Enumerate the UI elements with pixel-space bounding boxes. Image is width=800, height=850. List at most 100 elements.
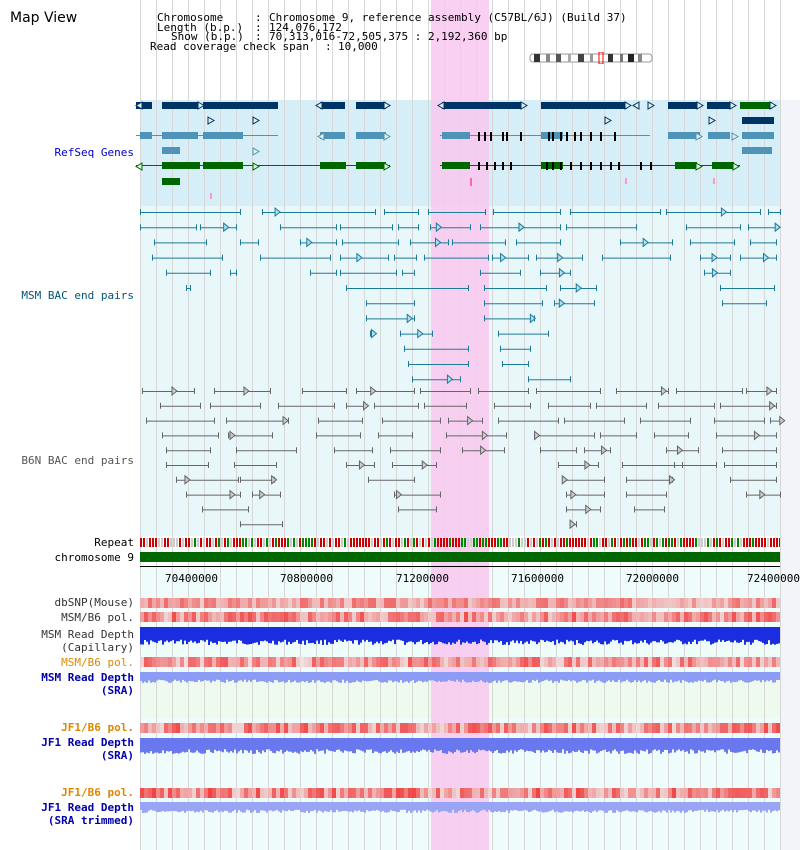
jf1-pol2-cell	[720, 788, 724, 798]
msm-capillary-depth	[386, 627, 388, 643]
jf1-trim-depth	[496, 802, 498, 812]
jf1-sra-depth	[498, 738, 500, 753]
repeat-mark	[374, 538, 376, 547]
jf1-sra-depth	[406, 738, 408, 752]
msm-capillary-depth	[266, 627, 268, 642]
repeat-mark	[461, 538, 463, 547]
repeat-mark	[590, 538, 592, 547]
msm-capillary-depth	[328, 627, 330, 643]
msm-sra-depth	[144, 672, 146, 682]
repeat-mark	[407, 538, 409, 547]
msm-sra-depth	[376, 672, 378, 680]
msm-pol-cell	[424, 612, 428, 622]
jf1-trim-depth	[406, 802, 408, 813]
jf1-trim-depth	[190, 802, 192, 812]
highlight-region[interactable]	[431, 0, 489, 850]
msm-sra-depth	[702, 672, 704, 682]
msm-pol2-cell	[684, 657, 688, 667]
jf1-trim-depth	[318, 802, 320, 811]
jf1-trim-depth	[466, 802, 468, 812]
msm-sra-depth	[748, 672, 750, 683]
jf1-sra-depth	[144, 738, 146, 754]
jf1-sra-depth	[714, 738, 716, 753]
msm-capillary-depth	[580, 627, 582, 644]
jf1-trim-depth	[772, 802, 774, 812]
jf1-pol-cell	[564, 723, 568, 733]
jf1-trim-depth	[572, 802, 574, 813]
jf1-sra-depth	[206, 738, 208, 750]
dbsnp-cell	[708, 598, 712, 608]
msm-sra-depth	[296, 672, 298, 683]
msm-pol2-cell	[312, 657, 316, 667]
dbsnp-cell	[324, 598, 328, 608]
msm-pol2-cell	[140, 657, 144, 667]
msm-capillary-depth	[654, 627, 656, 642]
msm-pol-cell	[620, 612, 624, 622]
msm-pol-cell	[744, 612, 748, 622]
jf1-sra-depth	[628, 738, 630, 753]
msm-sra-depth	[190, 672, 192, 682]
msm-pol-cell	[680, 612, 684, 622]
jf1-sra-depth	[272, 738, 274, 753]
msm-sra-depth	[194, 672, 196, 683]
msm-pol-cell	[372, 612, 376, 622]
msm-capillary-depth	[742, 627, 744, 640]
msm-sra-depth	[598, 672, 600, 681]
jf1-trim-depth	[346, 802, 348, 812]
gene-exon	[203, 162, 243, 169]
repeat-mark	[554, 538, 556, 547]
dbsnp-cell	[728, 598, 732, 608]
track-label-refseq[interactable]: RefSeq Genes	[54, 146, 134, 159]
jf1-pol2-cell	[584, 788, 588, 798]
strand-arrow	[437, 101, 445, 110]
track-label-b6n-bac[interactable]: B6N BAC end pairs	[21, 454, 134, 467]
jf1-trim-depth	[410, 802, 412, 813]
jf1-pol2-cell	[392, 788, 396, 798]
msm-capillary-depth	[600, 627, 602, 645]
repeat-mark	[413, 538, 415, 547]
jf1-sra-depth	[228, 738, 230, 753]
dbsnp-cell	[576, 598, 580, 608]
dbsnp-cell	[608, 598, 612, 608]
msm-capillary-depth	[520, 627, 522, 641]
jf1-trim-depth	[214, 802, 216, 812]
jf1-trim-depth	[498, 802, 500, 812]
dbsnp-cell	[720, 598, 724, 608]
jf1-trim-depth	[458, 802, 460, 811]
strand-arrow	[520, 101, 528, 110]
gene-exon	[708, 132, 730, 139]
jf1-sra-depth	[590, 738, 592, 750]
msm-sra-depth	[740, 672, 742, 681]
msm-pol2-cell	[524, 657, 528, 667]
msm-sra-depth	[162, 672, 164, 681]
msm-pol2-cell	[500, 657, 504, 667]
msm-capillary-depth	[470, 627, 472, 644]
jf1-pol2-cell	[488, 788, 492, 798]
msm-pol-cell	[248, 612, 252, 622]
jf1-pol2-cell	[604, 788, 608, 798]
msm-sra-depth	[146, 672, 148, 683]
jf1-sra-depth	[250, 738, 252, 751]
jf1-pol2-cell	[176, 788, 180, 798]
jf1-pol-cell	[648, 723, 652, 733]
track-label-msm-bac[interactable]: MSM BAC end pairs	[21, 289, 134, 302]
jf1-trim-depth	[730, 802, 732, 811]
msm-capillary-depth	[436, 627, 438, 645]
msm-capillary-depth	[508, 627, 510, 645]
gene-exon	[742, 147, 772, 154]
jf1-trim-depth	[360, 802, 362, 812]
jf1-trim-depth	[592, 802, 594, 812]
msm-pol-cell	[724, 612, 728, 622]
msm-sra-depth	[414, 672, 416, 683]
jf1-sra-depth	[354, 738, 356, 754]
chromosome-ideogram[interactable]	[528, 52, 658, 64]
dbsnp-cell	[408, 598, 412, 608]
jf1-trim-depth	[768, 802, 770, 810]
msm-pol2-cell	[376, 657, 380, 667]
jf1-sra-depth	[244, 738, 246, 750]
jf1-trim-depth	[378, 802, 380, 811]
msm-sra-depth	[332, 672, 334, 681]
